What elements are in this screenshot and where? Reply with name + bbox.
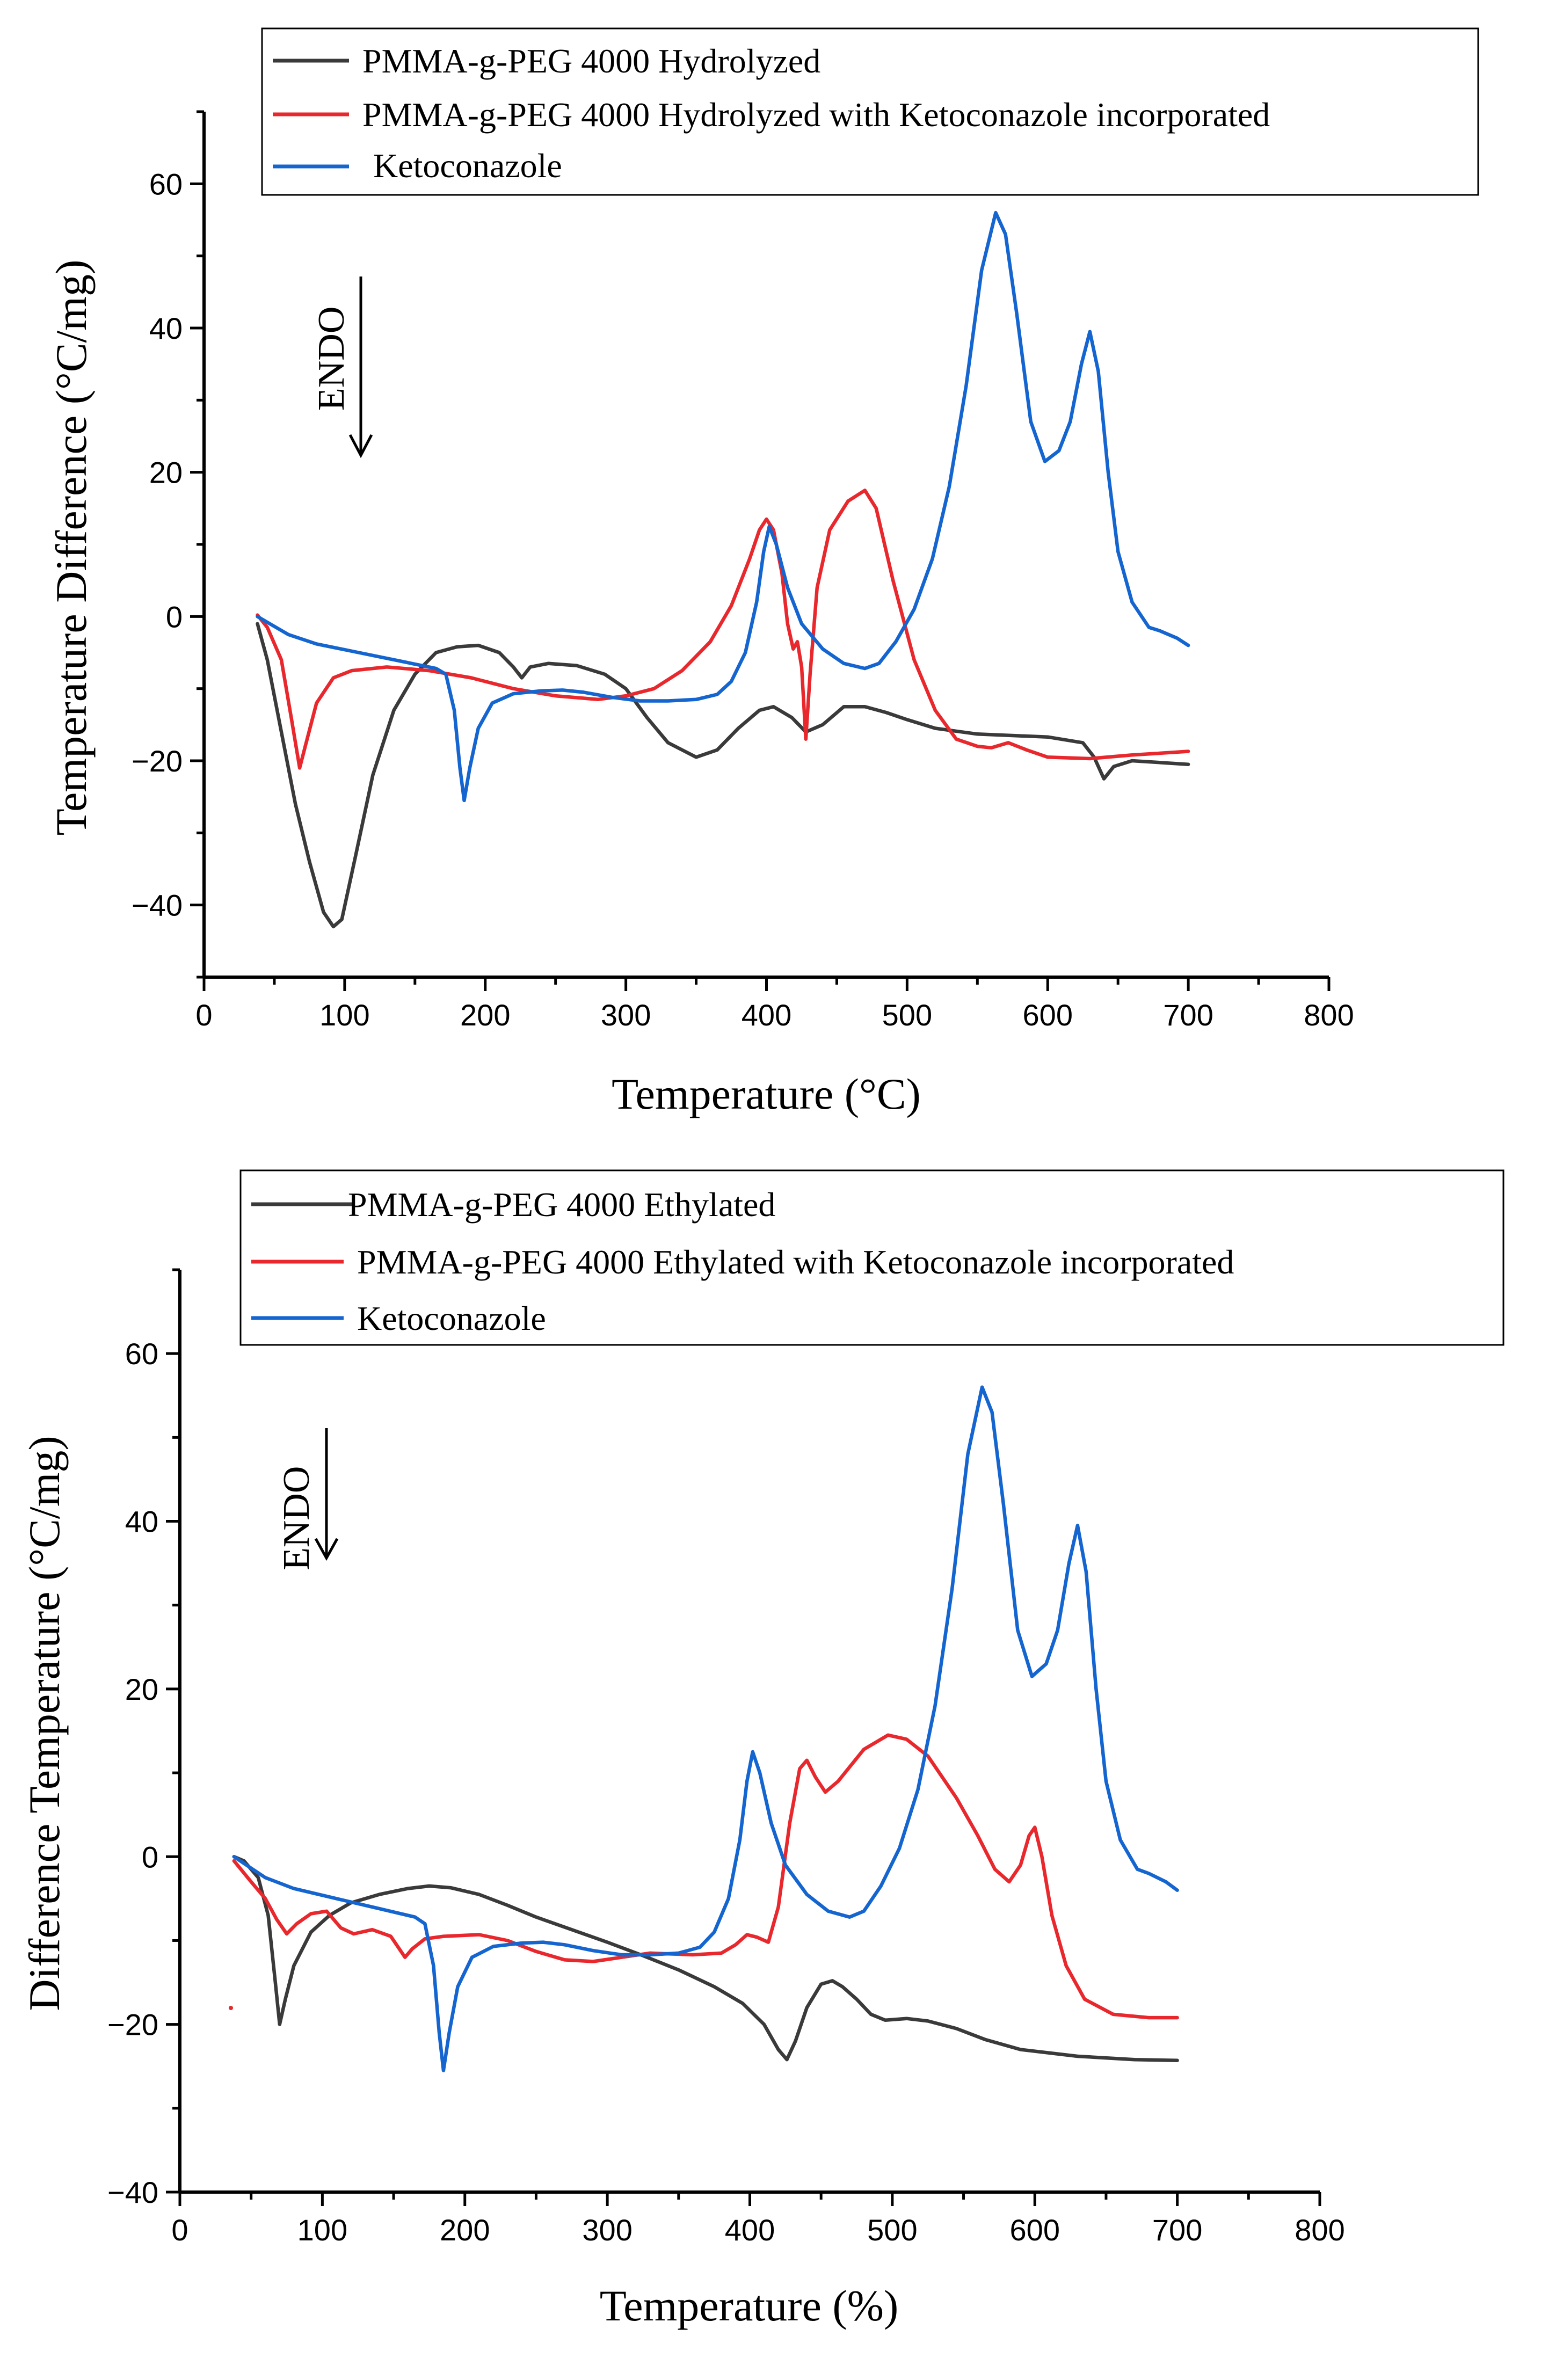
y-tick-label: −40 (132, 889, 183, 922)
y-tick-label: 0 (142, 1840, 158, 1874)
legend-label-hydrolyzed-keto: PMMA-g-PEG 4000 Hydrolyzed with Ketocona… (362, 96, 1270, 134)
plot-area (232, 1385, 1179, 2072)
legend: PMMA-g-PEG 4000 Hydrolyzed PMMA-g-PEG 40… (261, 27, 1479, 196)
y-axis-title: Temperature Difference (°C/mg) (47, 260, 96, 836)
x-tick-label: 0 (195, 998, 212, 1032)
x-tick-label: 800 (1304, 998, 1354, 1032)
series-line-1 (232, 1733, 1179, 2020)
stray-dot (229, 2006, 233, 2010)
endo-arrow-icon (314, 1538, 339, 1561)
legend-label-ketoconazole: Ketoconazole (373, 147, 562, 185)
y-tick-label: −40 (107, 2175, 158, 2209)
x-tick-label: 700 (1152, 2213, 1202, 2247)
legend-label-ethylated-keto: PMMA-g-PEG 4000 Ethylated with Ketoconaz… (357, 1243, 1234, 1281)
y-tick-label: 60 (125, 1337, 158, 1371)
series-line-2 (232, 1385, 1179, 2072)
endo-label: ENDO (311, 307, 352, 411)
x-tick-label: 100 (297, 2213, 347, 2247)
y-axis-title: Difference Temperature (°C/mg) (20, 1436, 69, 2011)
legend-box (239, 1169, 1504, 1346)
y-tick-label: −20 (132, 744, 183, 778)
x-tick-label: 700 (1163, 998, 1213, 1032)
legend-label-ethylated: PMMA-g-PEG 4000 Ethylated (348, 1185, 775, 1224)
x-tick-label: 500 (882, 998, 932, 1032)
y-tick-label: −20 (107, 2008, 158, 2042)
series-line-0 (232, 1855, 1179, 2063)
endo-arrow-icon (348, 434, 373, 458)
legend: PMMA-g-PEG 4000 Ethylated PMMA-g-PEG 400… (239, 1169, 1504, 1346)
y-tick-label: 40 (149, 311, 183, 345)
y-tick-label: 0 (166, 600, 183, 634)
x-tick-label: 300 (601, 998, 651, 1032)
y-tick-label: 40 (125, 1505, 158, 1539)
x-tick-label: 400 (725, 2213, 775, 2247)
x-tick-label: 200 (440, 2213, 490, 2247)
x-ticks: 0 100 200 300 400 500 600 700 800 (171, 2192, 1345, 2247)
legend-label-hydrolyzed: PMMA-g-PEG 4000 Hydrolyzed (362, 42, 820, 80)
legend-label-ketoconazole: Ketoconazole (357, 1299, 546, 1337)
x-axis-title: Temperature (°C) (612, 1069, 921, 1118)
y-tick-label: 20 (125, 1672, 158, 1706)
x-tick-label: 600 (1010, 2213, 1060, 2247)
x-tick-label: 0 (171, 2213, 188, 2247)
x-tick-label: 500 (867, 2213, 917, 2247)
legend-box (261, 27, 1479, 196)
x-tick-label: 800 (1295, 2213, 1344, 2247)
series-line-2 (256, 210, 1190, 803)
endo-label: ENDO (276, 1466, 317, 1570)
x-tick-label: 600 (1023, 998, 1073, 1032)
series-line-1 (256, 489, 1190, 770)
x-axis-title: Temperature (%) (600, 2281, 899, 2330)
x-tick-label: 300 (582, 2213, 632, 2247)
y-tick-label: 20 (149, 456, 183, 490)
x-tick-label: 200 (460, 998, 510, 1032)
plot-area (256, 210, 1190, 929)
series-line-0 (256, 622, 1190, 929)
x-tick-label: 100 (319, 998, 369, 1032)
x-tick-label: 400 (742, 998, 791, 1032)
x-ticks: 0 100 200 300 400 500 600 700 800 (195, 977, 1354, 1032)
y-ticks: −40 −20 0 20 40 60 (107, 1268, 180, 2209)
y-tick-label: 60 (149, 167, 183, 201)
y-ticks: −40 −20 0 20 40 60 (132, 110, 204, 979)
